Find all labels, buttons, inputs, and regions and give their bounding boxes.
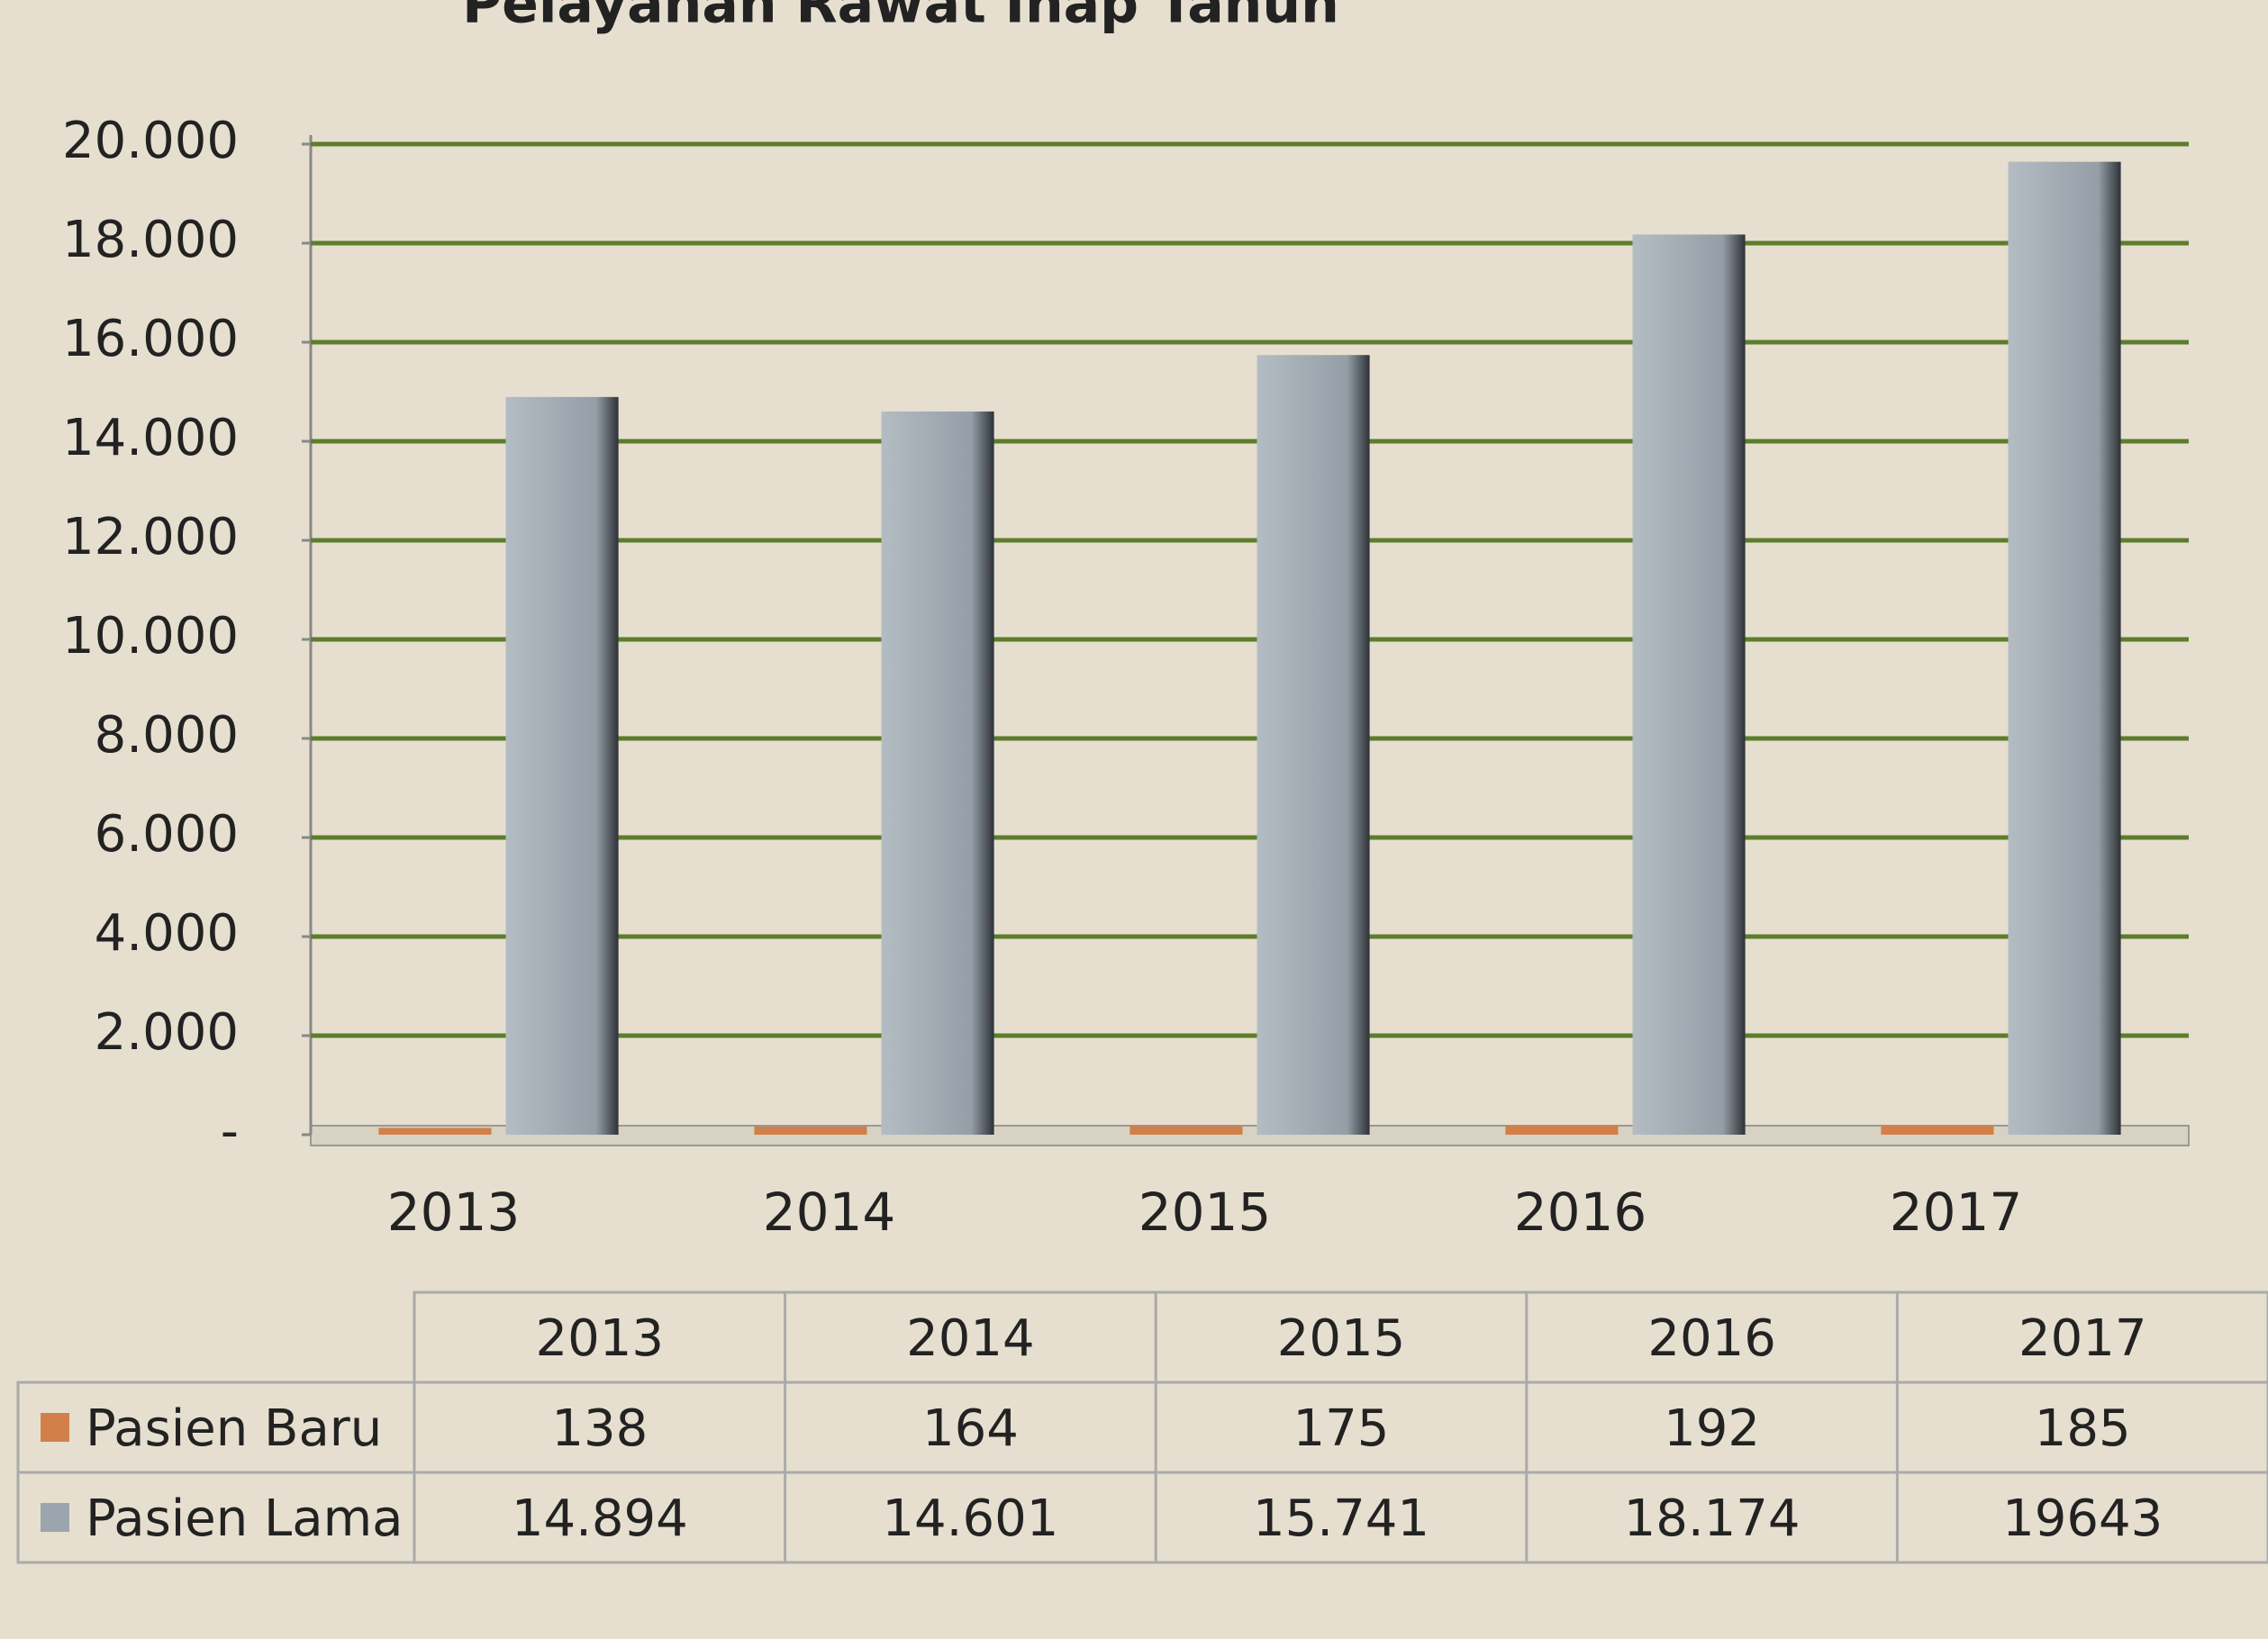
table-value: 14.894 [512, 1490, 688, 1548]
table-value: 192 [1664, 1399, 1760, 1458]
legend-swatch [41, 1503, 69, 1532]
x-tick-label: 2014 [763, 1182, 896, 1243]
table-value: 15.741 [1253, 1490, 1429, 1548]
y-tick-label: 8.000 [95, 706, 239, 765]
bar [1256, 355, 1370, 1135]
bar [378, 1127, 492, 1135]
y-tick-label: 20.000 [62, 112, 239, 170]
y-tick-label: 16.000 [62, 310, 239, 368]
bar [1881, 1125, 1994, 1135]
bar [1505, 1125, 1619, 1135]
table-header: 2016 [1647, 1309, 1776, 1368]
table-value: 14.601 [882, 1490, 1058, 1548]
x-tick-label: 2015 [1139, 1182, 1272, 1243]
bar [881, 411, 994, 1135]
legend-swatch [41, 1413, 69, 1442]
table-header: 2017 [2019, 1309, 2147, 1368]
x-tick-label: 2013 [387, 1182, 521, 1243]
y-tick-label: 2.000 [95, 1003, 239, 1062]
y-tick-label: 6.000 [95, 805, 239, 864]
table-value: 175 [1293, 1399, 1390, 1458]
table-value: 18.174 [1624, 1490, 1801, 1548]
x-tick-label: 2016 [1514, 1182, 1647, 1243]
legend-label: Pasien Baru [86, 1399, 382, 1458]
table-value: 19643 [2002, 1490, 2163, 1548]
table-header: 2014 [906, 1309, 1035, 1368]
y-tick-label: 18.000 [62, 211, 239, 269]
table-value: 164 [922, 1399, 1019, 1458]
bar [1129, 1126, 1243, 1135]
y-tick-label: 12.000 [62, 508, 239, 566]
y-tick-label: 10.000 [62, 607, 239, 666]
table-header: 2013 [536, 1309, 665, 1368]
y-tick-label: 4.000 [95, 904, 239, 963]
y-tick-label: 14.000 [62, 409, 239, 467]
bar [505, 396, 619, 1136]
x-tick-label: 2017 [1890, 1182, 2023, 1243]
table-value: 138 [551, 1399, 648, 1458]
bar [2008, 161, 2121, 1135]
chart-title: Pelayanan Rawat Inap Tahun [462, 0, 1339, 36]
table-header: 2015 [1277, 1309, 1406, 1368]
bar [754, 1126, 867, 1135]
bar [1632, 234, 1746, 1135]
table-row [16, 1471, 2268, 1564]
legend-label: Pasien Lama [86, 1490, 403, 1548]
table-value: 185 [2035, 1399, 2131, 1458]
y-tick-label: - [221, 1102, 239, 1161]
